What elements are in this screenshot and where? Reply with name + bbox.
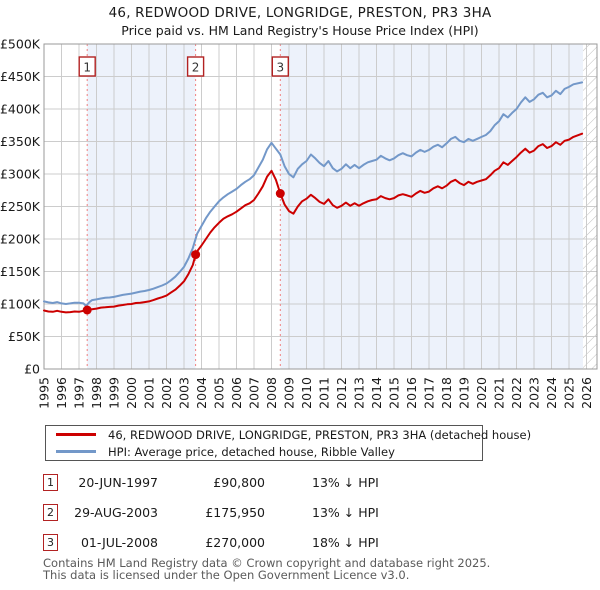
x-tick-label: 2016 [404, 377, 419, 409]
x-tick-label: 2017 [422, 377, 437, 409]
legend-item-hpi: HPI: Average price, detached house, Ribb… [46, 445, 482, 459]
x-tick-label: 2002 [159, 377, 174, 409]
sale-marker-dot [191, 250, 201, 260]
x-tick-label: 2026 [579, 377, 594, 409]
hpi-line [43, 81, 584, 307]
x-tick-label: 2012 [334, 377, 349, 409]
x-tick-label: 2007 [247, 377, 262, 409]
transaction-date: 01-JUL-2008 [80, 535, 158, 550]
x-tick-label: 2019 [457, 377, 472, 409]
sale-marker-dot [82, 305, 92, 315]
x-tick-label: 2008 [264, 377, 279, 409]
x-tick-label: 2011 [317, 377, 332, 409]
transaction-number-box: 1 [43, 474, 58, 491]
legend: 46, REDWOOD DRIVE, LONGRIDGE, PRESTON, P… [45, 425, 531, 461]
x-tick-label: 2025 [562, 377, 577, 409]
sale-marker-number-box [271, 56, 289, 77]
transaction-price: £90,800 [213, 475, 265, 490]
transaction-number-box: 2 [43, 504, 58, 521]
sale-marker-number: 2 [192, 61, 200, 75]
transaction-hpi-delta: 13% ↓ HPI [312, 475, 379, 490]
y-tick-label: £300K [0, 167, 41, 182]
x-tick-label: 2006 [229, 377, 244, 409]
transaction-number-box: 3 [43, 534, 58, 551]
sale-marker-number: 1 [83, 61, 91, 75]
y-tick-label: £100K [0, 297, 41, 312]
x-tick-label: 2004 [194, 377, 209, 409]
transaction-hpi-delta: 18% ↓ HPI [312, 535, 379, 550]
y-tick-label: £400K [0, 102, 41, 117]
y-tick-label: £500K [0, 37, 41, 52]
x-tick-label: 1995 [37, 377, 52, 409]
transaction-date: 20-JUN-1997 [78, 475, 158, 490]
x-tick-label: 2023 [527, 377, 542, 409]
x-tick-label: 2013 [352, 377, 367, 409]
price-chart: 1 2 3 £0 £50K £100K £150K £200K £250K £300K £350K £… [0, 37, 598, 409]
x-tick-label: 2020 [474, 377, 489, 409]
transaction-price: £270,000 [205, 535, 265, 550]
legend-label-hpi: HPI: Average price, detached house, Ribb… [108, 444, 395, 459]
sale-marker-number-box [186, 56, 205, 77]
transaction-date: 29-AUG-2003 [74, 505, 158, 520]
y-tick-label: £250K [0, 199, 41, 214]
y-tick-label: £0 [24, 362, 40, 377]
transaction-hpi-delta: 13% ↓ HPI [312, 505, 379, 520]
x-tick-label: 1997 [72, 377, 87, 409]
x-tick-label: 2010 [299, 377, 314, 409]
x-tick-label: 2014 [369, 377, 384, 409]
x-tick-label: 2024 [544, 377, 559, 409]
x-tick-label: 2000 [124, 377, 139, 409]
y-tick-label: £50K [8, 329, 41, 344]
x-tick-label: 1998 [89, 377, 104, 409]
y-tick-label: £200K [0, 232, 41, 247]
footer-copyright-line: Contains HM Land Registry data © Crown c… [43, 556, 491, 570]
property-line-swatch [56, 433, 96, 436]
transaction-row-3: 3 01-JUL-2008 £270,000 18% ↓ HPI [43, 534, 583, 551]
x-tick-label: 2005 [212, 377, 227, 409]
x-tick-label: 2022 [509, 377, 524, 409]
x-tick-label: 1999 [107, 377, 122, 409]
x-tick-label: 2021 [492, 377, 507, 409]
legend-item-property: 46, REDWOOD DRIVE, LONGRIDGE, PRESTON, P… [46, 428, 531, 442]
sale-marker-number: 3 [276, 61, 284, 75]
sale-marker-dot [275, 189, 285, 198]
x-tick-label: 2015 [387, 377, 402, 409]
transaction-price: £175,950 [205, 505, 265, 520]
legend-label-property: 46, REDWOOD DRIVE, LONGRIDGE, PRESTON, P… [108, 427, 532, 442]
footer-licence-line: This data is licensed under the Open Gov… [43, 568, 410, 583]
page-subtitle: Price paid vs. HM Land Registry's House … [121, 23, 479, 38]
y-tick-label: £450K [0, 69, 41, 84]
footer: Contains HM Land Registry data © Crown c… [43, 556, 583, 583]
y-tick-label: £350K [0, 134, 41, 149]
x-tick-label: 2009 [282, 377, 297, 409]
hpi-line-swatch [56, 450, 96, 453]
x-tick-label: 2001 [142, 377, 157, 409]
x-tick-label: 2003 [177, 377, 192, 409]
transaction-row-2: 2 29-AUG-2003 £175,950 13% ↓ HPI [43, 504, 583, 521]
x-tick-label: 2018 [439, 377, 454, 409]
y-tick-label: £150K [0, 264, 41, 279]
transaction-row-1: 1 20-JUN-1997 £90,800 13% ↓ HPI [43, 474, 583, 491]
page-title: 46, REDWOOD DRIVE, LONGRIDGE, PRESTON, P… [108, 5, 492, 21]
property-price-line [43, 132, 584, 314]
x-tick-label: 1996 [54, 377, 69, 409]
sale-marker-number-box [78, 56, 96, 77]
price-chart-svg: 1 2 3 £0 £50K £100K £150K £200K £250K £300K £350K £… [0, 37, 598, 409]
